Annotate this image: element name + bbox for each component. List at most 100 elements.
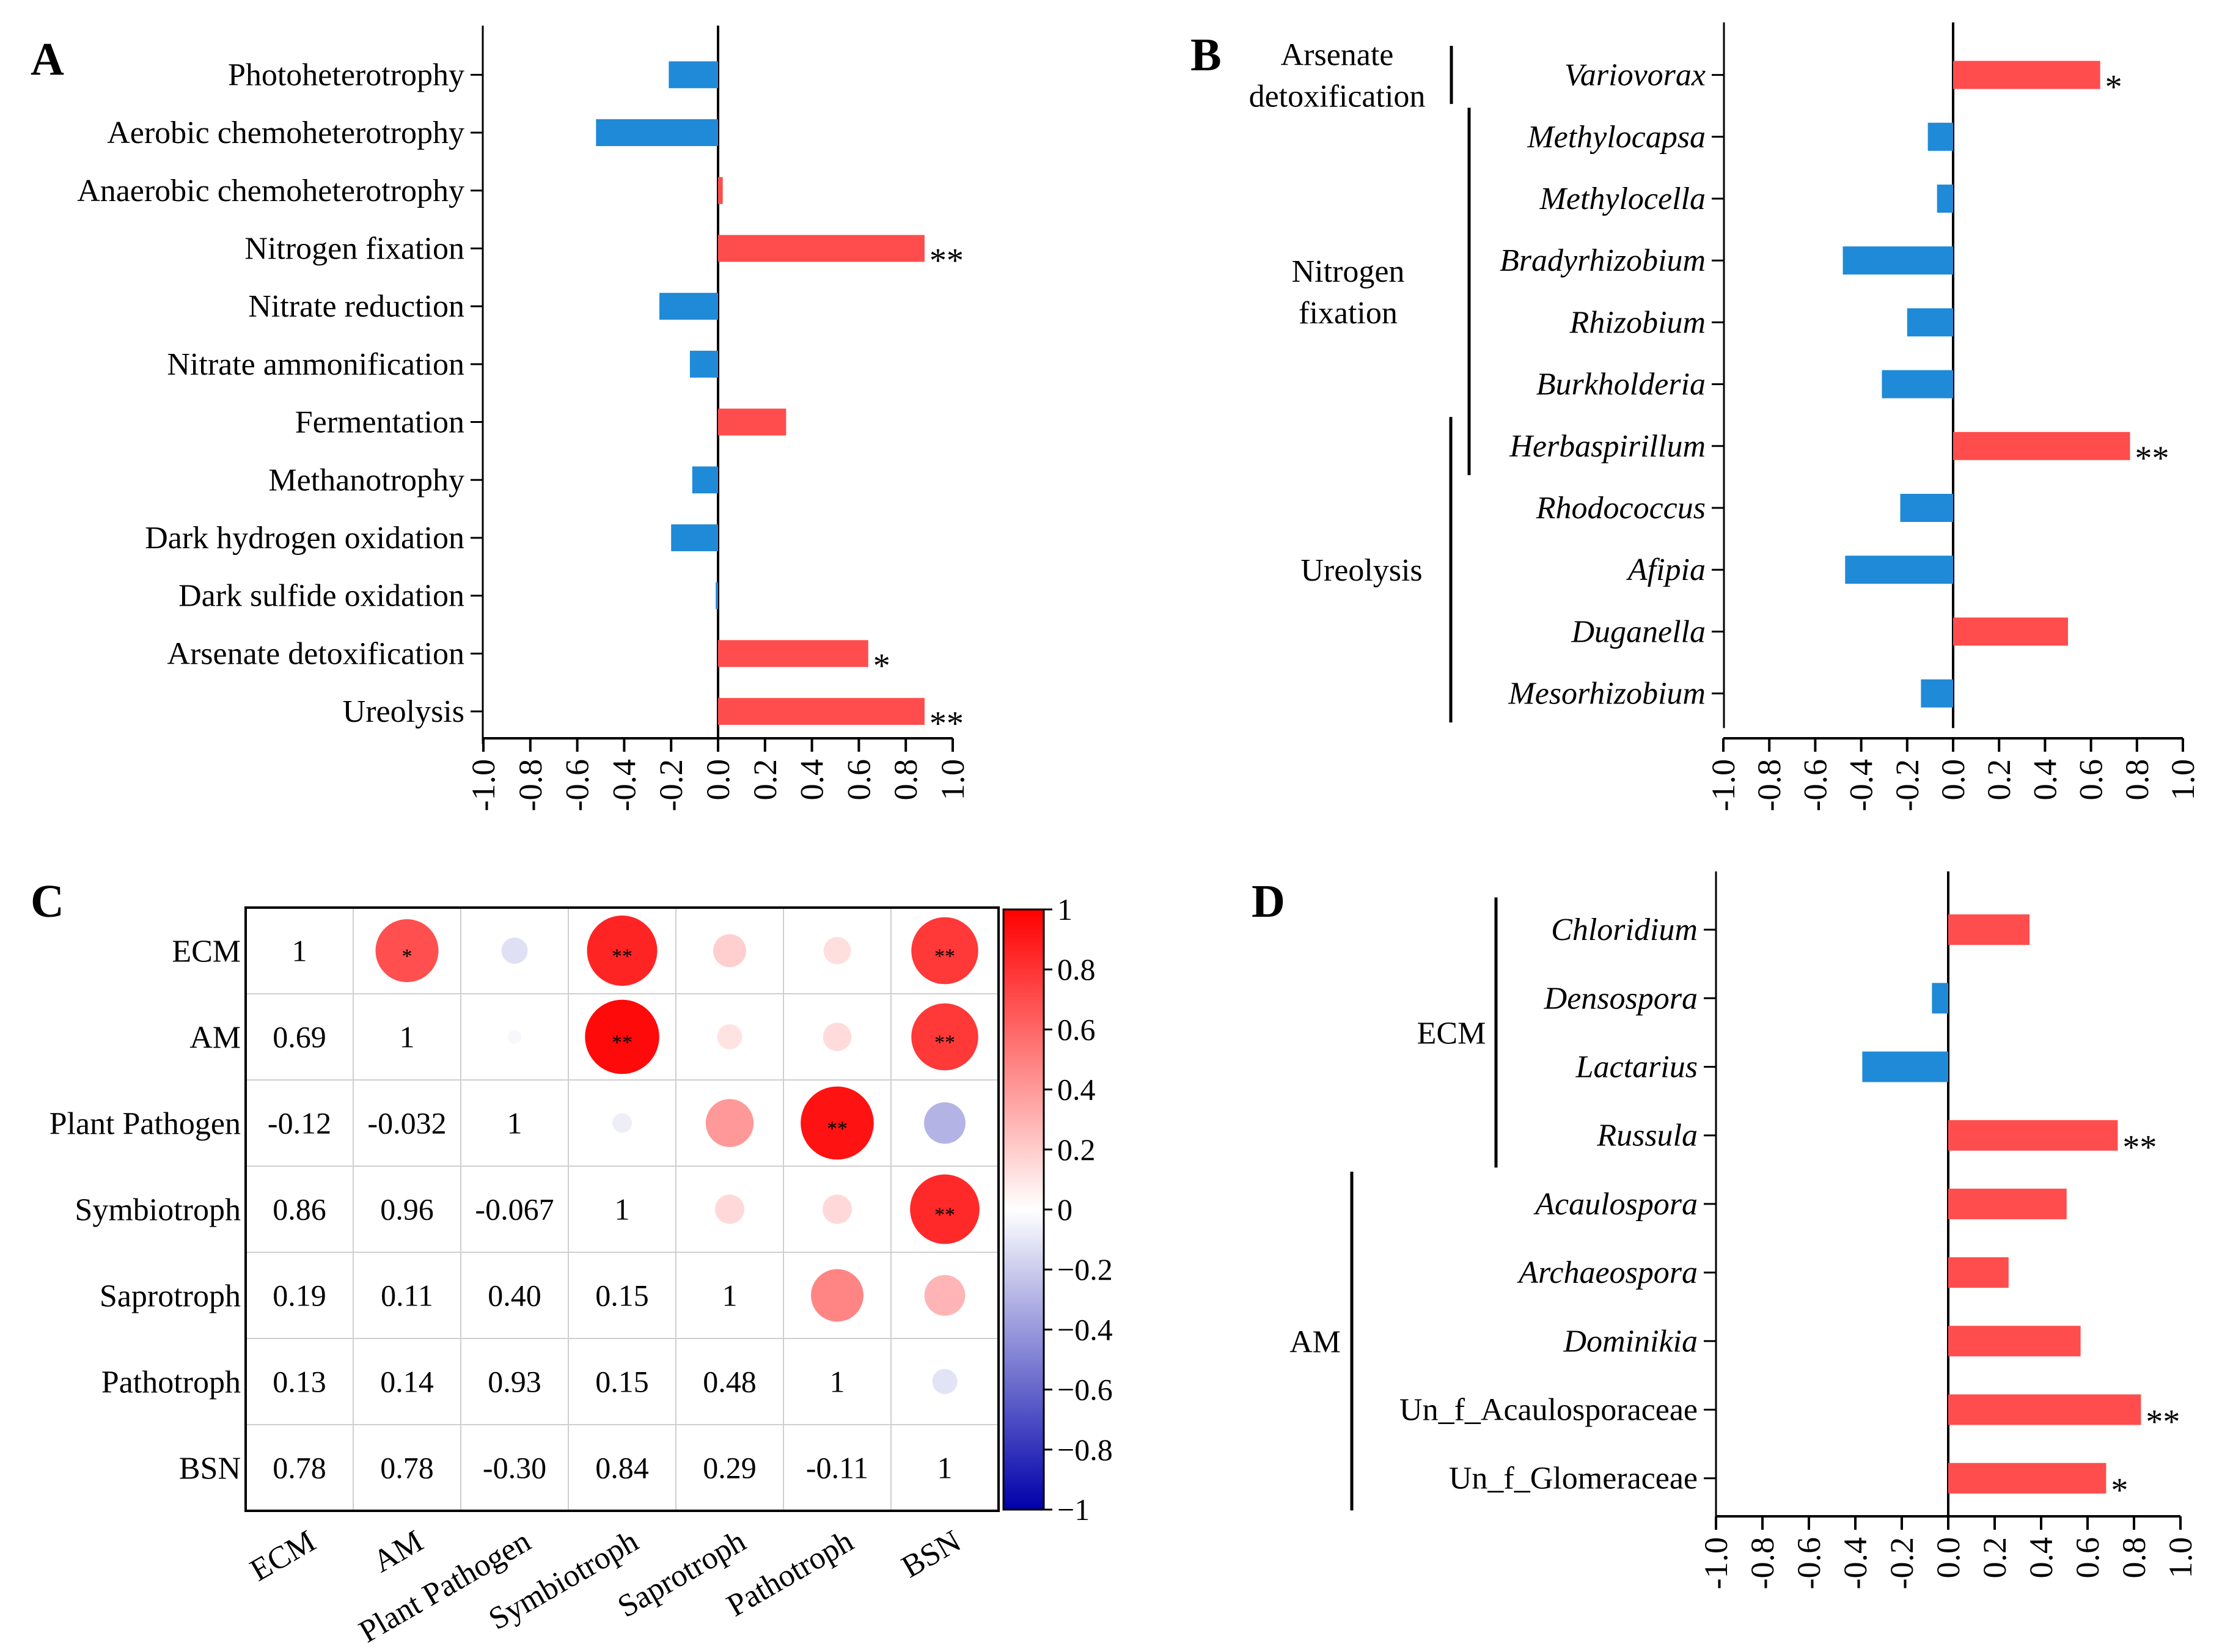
cell-value: 0.29 [703,1451,757,1485]
x-tick-label: 0.8 [2119,759,2155,801]
category-label: Duganella [1571,614,1706,649]
bar [1882,370,1953,398]
cell-circle [801,1086,874,1160]
cell-value: 0.93 [488,1365,541,1399]
bar [596,119,718,147]
bar [671,524,718,551]
category-label: Methylocella [1539,182,1706,216]
x-tick-label: 0.4 [2026,759,2063,801]
bar [718,640,868,667]
significance-marker: ** [2122,1129,2157,1167]
cell-significance: ** [934,1032,955,1054]
panel-label-a: A [31,34,64,85]
cell-circle [375,919,439,983]
cell-value: 1 [722,1279,738,1313]
cell-value: 0.11 [381,1279,433,1313]
x-tick-label: -0.8 [1744,1537,1781,1589]
row-label: Plant Pathogen [50,1107,241,1142]
cell-value: -0.12 [268,1106,331,1140]
cell-value: -0.067 [475,1192,554,1227]
panel-d-chart: -1.0 -0.8 -0.6 -0.4 -0.2 0.0 0.2 0.4 0.6 0.8 1.0 Ch… [1289,871,2199,1589]
column-label: ECM [244,1524,321,1588]
significance-marker: ** [2135,439,2169,477]
significance-marker: * [2105,68,2122,106]
cell-value: 1 [830,1365,845,1399]
category-label: Mesorhizobium [1508,677,1706,711]
group-label: AM [1289,1324,1341,1359]
cell-value: 0.78 [273,1451,326,1485]
x-tick-label: 0.6 [2073,759,2110,801]
category-label: Aerobic chemoheterotrophy [107,116,464,150]
x-tick-label: -1.0 [1705,759,1742,811]
category-label: Densospora [1544,981,1698,1016]
bar [1953,617,2068,646]
x-tick-label: 0.0 [1935,759,1971,801]
cell-significance: ** [612,945,632,968]
x-tick-label: 0.2 [747,759,783,801]
bar [689,350,718,378]
category-label: Photoheterotrophy [228,57,464,92]
cell-value: 0.14 [380,1365,434,1399]
category-label: Chloridium [1551,912,1698,947]
cell-value: 0.69 [273,1020,326,1054]
x-tick-label: -0.8 [1751,759,1788,811]
category-label: Rhodococcus [1536,491,1706,526]
bar [1900,494,1953,522]
colorbar-tick-label: −0.2 [1057,1252,1113,1287]
category-label: Bradyrhizobium [1500,243,1706,278]
bar [692,466,718,494]
cell-value: 0.48 [703,1365,757,1399]
colorbar-tick-label: 0.6 [1057,1012,1096,1046]
significance-marker: ** [930,241,964,279]
x-tick-label: -0.2 [1889,759,1926,811]
significance-marker: * [873,647,890,685]
cell-value: 0.84 [595,1451,649,1485]
x-tick-label: -0.4 [1837,1537,1874,1589]
column-label: BSN [896,1524,967,1585]
bar [718,698,925,725]
group-label: Ureolysis [1300,553,1422,588]
column-label: AM [367,1524,429,1579]
x-tick-label: 0.0 [700,759,736,801]
cell-circle [713,934,747,967]
category-label: Lactarius [1575,1050,1698,1085]
colorbar-tick-label: 1 [1057,892,1072,927]
category-label: Variovorax [1564,58,1706,93]
colorbar-tick-label: −0.4 [1057,1312,1113,1346]
row-label: BSN [179,1452,241,1486]
bar [1953,61,2100,89]
cell-circle [823,1022,852,1051]
colorbar-tick-label: 0.8 [1057,952,1096,986]
bar [1953,431,2130,460]
cell-circle [823,937,851,964]
panel-label-b: B [1190,29,1222,81]
cell-circle [932,1368,958,1395]
x-tick-label: 0.2 [1976,1537,2013,1579]
x-tick-label: 1.0 [2165,759,2201,801]
bar [718,177,723,204]
cell-circle [705,1099,754,1147]
cell-value: 0.13 [273,1365,326,1399]
significance-marker: * [2111,1472,2128,1510]
x-tick-label: -0.2 [1883,1537,1920,1589]
x-tick-label: -1.0 [1698,1537,1734,1589]
colorbar-tick-label: 0 [1057,1192,1072,1227]
row-label: Pathotroph [101,1365,241,1400]
x-tick-label: 0.6 [840,759,877,801]
bar [1937,185,1953,213]
row-label: Saprotroph [100,1279,241,1314]
bar [1927,122,1953,151]
cell-circle [612,1113,632,1133]
x-tick-label: 0.6 [2069,1537,2106,1579]
colorbar-tick-label: 0.4 [1057,1073,1096,1107]
x-tick-label: 0.0 [1930,1537,1967,1579]
bar [1948,1394,2141,1425]
group-label: Nitrogen [1292,254,1405,289]
x-tick-label: -0.8 [512,759,549,811]
category-label: Afipia [1626,553,1706,587]
bar [1921,679,1953,708]
category-label: Archaeospora [1517,1255,1698,1290]
category-label: Un_f_Acaulosporaceae [1399,1393,1698,1428]
cell-significance: ** [934,1204,955,1227]
cell-circle [714,1194,745,1224]
